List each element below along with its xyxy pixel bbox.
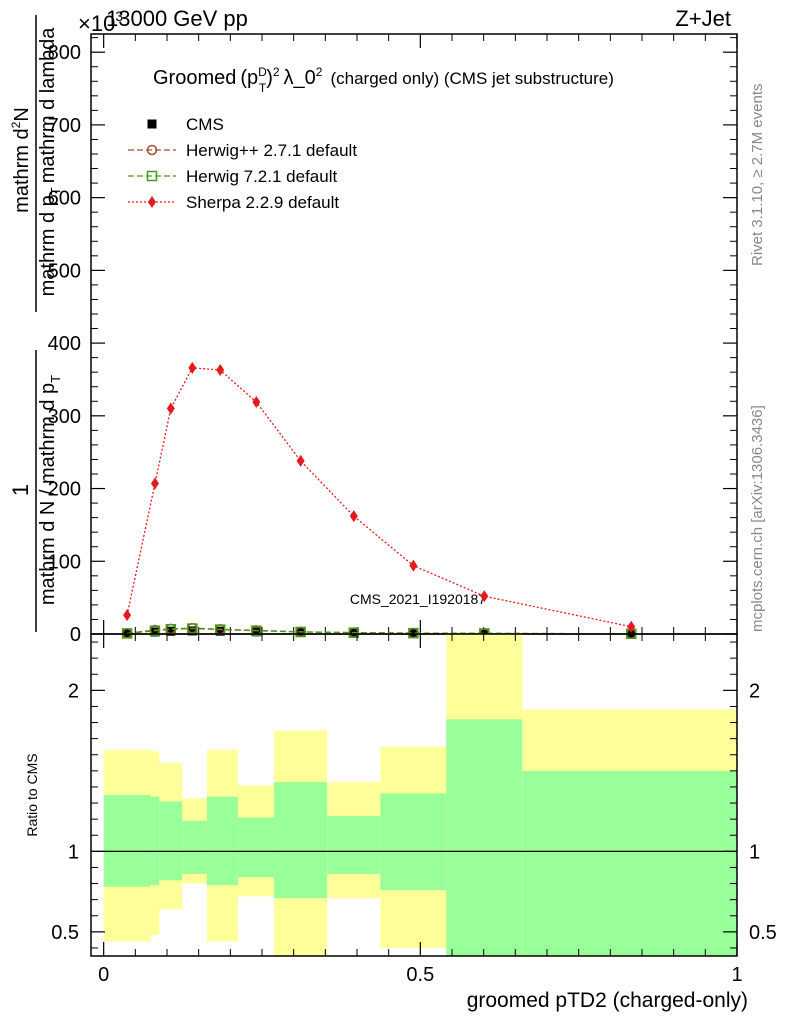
main-ytick-label-6: 600 [48, 188, 81, 210]
ylabel-denominator-2: mathrm d pTmathrm d lambda [37, 27, 63, 297]
legend-marker-0 [147, 119, 157, 129]
ratio-inner-band-4 [206, 796, 238, 886]
ratio-ytick-label-1: 1 [68, 841, 79, 863]
ratio-ytick-label-right-0: 0.5 [749, 922, 777, 944]
series-2-point-5: Herwig 7.2.1 default: 0.241, 4.5 [251, 625, 262, 636]
series-0-point-5: CMS: 0.241, 3 [251, 627, 261, 637]
series-3-point-10: Sherpa 2.2.9 default: 0.833, 10 [627, 620, 636, 633]
series-0-point-2: CMS: 0.106, 3.8 [166, 626, 176, 636]
main-ytick-label-4: 400 [48, 333, 81, 355]
ratio-inner-band-1 [150, 796, 160, 886]
series-3-point-0: Sherpa 2.2.9 default: 0.037, 26 [123, 609, 132, 622]
legend-marker-1 [146, 144, 158, 156]
series-3-point-7: Sherpa 2.2.9 default: 0.395, 162 [349, 510, 358, 523]
main-ytick-label-7: 700 [48, 115, 81, 137]
rivet-label: Rivet 3.1.10, ≥ 2.7M events [749, 84, 766, 267]
legend-marker-3 [148, 196, 156, 208]
ratio-inner-band-8 [380, 793, 447, 890]
series-2-point-8: Herwig 7.2.1 default: 0.489, 1.2 [408, 627, 419, 639]
header-left: 13000 GeV pp [106, 6, 248, 31]
xlabel: groomed pTD2 (charged-only) [467, 989, 748, 1012]
main-ytick-label-8: 800 [48, 42, 81, 64]
exponent-label: ×103 [78, 8, 123, 36]
series-0-point-4: CMS: 0.184, 3.9 [215, 626, 225, 636]
ratio-inner-band-9 [446, 719, 523, 956]
ratio-inner-band-6 [274, 782, 328, 899]
ylabel-denominator-1: mathrm d N / mathrm d pT [37, 375, 63, 605]
series-3-point-6: Sherpa 2.2.9 default: 0.311, 238 [296, 454, 305, 467]
xtick-label-0: 0 [98, 964, 109, 986]
series-2-point-7: Herwig 7.2.1 default: 0.395, 1.8 [348, 627, 360, 638]
series-3-point-2: Sherpa 2.2.9 default: 0.106, 310 [166, 402, 175, 415]
series-3-point-9: Sherpa 2.2.9 default: 0.601, 52 [480, 590, 489, 603]
series-0-point-1: CMS: 0.081, 2.8 [150, 627, 160, 637]
series-0-point-3: CMS: 0.14, 4.2 [187, 626, 197, 636]
legend-label-3: Sherpa 2.2.9 default [186, 193, 339, 212]
main-ylabel: 1 mathrm d N / mathrm d pT mathrm d2N ma… [8, 15, 63, 632]
legend-label-2: Herwig 7.2.1 default [186, 167, 337, 186]
legend-marker-2 [146, 170, 158, 182]
main-ytick-label-5: 500 [48, 260, 81, 282]
ratio-frame [90, 633, 738, 957]
ratio-ytick-label-0: 0.5 [51, 922, 79, 944]
main-ytick-label-2: 200 [48, 479, 81, 501]
ylabel-numerator-2: mathrm d2N [9, 107, 33, 213]
ratio-inner-band-2 [159, 801, 183, 881]
main-plot-area: 0 100 200 300 400 500 600 700 800 CMS_2021_I19201… [48, 33, 738, 646]
ratio-ytick-label-right-2: 2 [749, 680, 760, 702]
xtick-label-1: 0.5 [406, 964, 434, 986]
series-2-point-6: Herwig 7.2.1 default: 0.311, 2.8 [295, 626, 306, 638]
series-3-point-1: Sherpa 2.2.9 default: 0.081, 207 [150, 477, 159, 490]
series-3-point-4: Sherpa 2.2.9 default: 0.184, 363 [216, 364, 225, 376]
legend-label-0: CMS [186, 115, 224, 134]
ratio-inner-band-0 [103, 795, 151, 887]
chart-title: Groomed (pD T)2 λ_02 (charged only) (CMS jet… [153, 65, 614, 95]
ratio-inner-band-3 [182, 820, 207, 874]
series-3-point-3: Sherpa 2.2.9 default: 0.14, 366 [188, 361, 197, 374]
series-line-2 [127, 627, 632, 635]
ratio-inner-band-5 [237, 817, 275, 878]
series-0-point-8: CMS: 0.489, 1.1 [408, 628, 418, 638]
ratio-plot-area: 0.5 0.5 1 1 2 2 0 0.5 1 [51, 633, 777, 986]
legend-label-1: Herwig++ 2.7.1 default [186, 141, 357, 160]
mcplots-label: mcplots.cern.ch [arXiv:1306.3436] [749, 405, 766, 632]
series-line-3 [126, 367, 632, 628]
xtick-label-2: 1 [731, 964, 742, 986]
series-3-point-5: Sherpa 2.2.9 default: 0.241, 319 [252, 396, 261, 408]
ratio-ytick-label-2: 2 [68, 680, 79, 702]
ratio-ylabel: Ratio to CMS [24, 753, 40, 836]
series-2-point-1: Herwig 7.2.1 default: 0.081, 4.5 [149, 625, 161, 636]
main-ytick-label-3: 300 [48, 406, 81, 428]
header-right: Z+Jet [675, 6, 731, 31]
series-3-point-8: Sherpa 2.2.9 default: 0.489, 94 [409, 559, 418, 572]
series-2-point-3: Herwig 7.2.1 default: 0.14, 7.5 [187, 623, 198, 634]
analysis-watermark: CMS_2021_I1920187 [350, 591, 486, 607]
ratio-inner-band-7 [327, 815, 381, 874]
ylabel-numerator-1: 1 [8, 484, 33, 496]
main-ytick-label-0: 0 [70, 624, 81, 646]
ratio-inner-band-10 [522, 770, 737, 956]
main-ytick-label-1: 100 [48, 551, 81, 573]
ratio-ytick-label-right-1: 1 [749, 841, 760, 863]
